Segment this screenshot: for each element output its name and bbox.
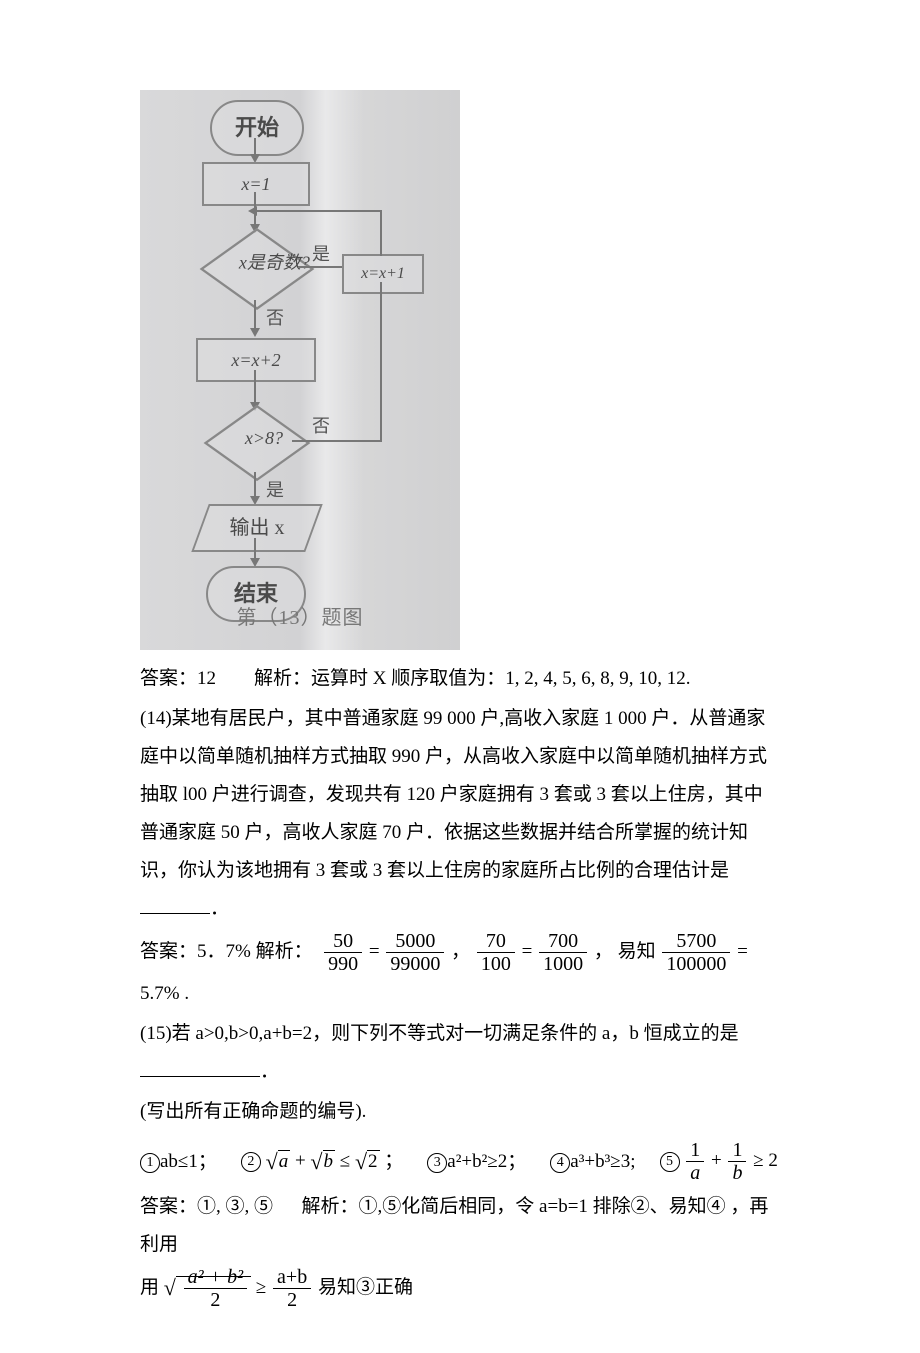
flow-decision-odd-label: x是奇数? [239, 245, 293, 281]
flow-arrow [254, 472, 256, 498]
q14-period: ． [210, 898, 229, 919]
frac-num: 50 [324, 930, 362, 953]
q13-answer: 12 [197, 668, 216, 689]
frac-den: 1000 [539, 953, 587, 975]
q15-exp2-line: 用 a² + b²2 ≥ a+b2 易知③正确 [140, 1266, 780, 1311]
flow-label-no: 否 [266, 300, 284, 336]
opt2-rad-2: 2 [367, 1150, 380, 1172]
frac-num: 5700 [662, 930, 730, 953]
flow-arrow [254, 370, 256, 404]
q14-text: (14)某地有居民户，其中普通家庭 99 000 户,高收入家庭 1 000 户… [140, 700, 780, 928]
rhs-num: a+b [273, 1266, 311, 1289]
q15-blank [140, 1057, 260, 1077]
explain-label: 解析： [256, 941, 313, 962]
flow-start: 开始 [210, 100, 304, 156]
flow-arrow [254, 538, 256, 560]
frac-num: 70 [477, 930, 515, 953]
flow-arrow [292, 440, 382, 442]
q14-frac5: 5700100000 [662, 930, 730, 975]
q15-text: (15)若 a>0,b>0,a+b=2，则下列不等式对一切满足条件的 a，b 恒… [140, 1015, 780, 1091]
opt5-tail: ≥ 2 [753, 1150, 778, 1171]
q15-bigsqrt: a² + b²2 [164, 1266, 251, 1311]
frac-den: 99000 [386, 953, 444, 975]
rad-num: a² + b² [184, 1266, 248, 1289]
opt4-text: a³+b³≥3; [570, 1151, 635, 1172]
q15-opt5: 5 1a + 1b ≥ 2 [660, 1139, 778, 1184]
flow-arrow [380, 282, 382, 442]
opt5-den1: a [686, 1162, 704, 1184]
explain-label: 解析： [302, 1196, 359, 1217]
flow-label-no2: 否 [312, 408, 330, 444]
opt5-den2: b [728, 1162, 746, 1184]
frac-den: 100000 [662, 953, 730, 975]
flowchart-caption: 第（13）题图 [140, 598, 460, 638]
flow-arrow [298, 266, 342, 268]
q15-rhs-frac: a+b2 [273, 1266, 311, 1311]
q14-frac3: 70100 [477, 930, 515, 975]
frac-num: 5000 [386, 930, 444, 953]
q15-answer-line: 答案：①, ③, ⑤ 解析：①,⑤化简后相同，令 a=b=1 排除②、易知④ ，… [140, 1188, 780, 1264]
q13-answer-line: 答案：12 解析：运算时 X 顺序取值为：1, 2, 4, 5, 6, 8, 9… [140, 660, 780, 698]
q15-opt2: 2 a + b ≤ 2 ； [241, 1140, 403, 1184]
geq: ≥ [256, 1277, 266, 1298]
q15-period: ． [260, 1061, 279, 1082]
q15-num: (15) [140, 1023, 172, 1044]
flowchart-figure: 开始 x=1 x是奇数? 是 x=x+1 否 x=x+2 x>8? 否 是 [140, 90, 460, 650]
q14-blank [140, 894, 210, 914]
opt5-num1: 1 [686, 1139, 704, 1162]
opt1-text: ab≤1； [160, 1151, 217, 1172]
flow-label-yes2: 是 [266, 472, 284, 508]
rad-den: 2 [184, 1289, 248, 1311]
q15-exp2: 易知③正确 [318, 1277, 413, 1298]
flow-decision-gt8-label: x>8? [239, 420, 289, 456]
q15-opt1: 1ab≤1； [140, 1143, 217, 1181]
flow-arrow [256, 210, 382, 212]
q14-frac1: 50990 [324, 930, 362, 975]
q13-explain: 运算时 X 顺序取值为：1, 2, 4, 5, 6, 8, 9, 10, 12. [311, 668, 690, 689]
q14-body: 某地有居民户，其中普通家庭 99 000 户,高收入家庭 1 000 户．从普通… [140, 708, 767, 881]
flow-inc1: x=x+1 [342, 254, 424, 294]
q15-note: (写出所有正确命题的编号). [140, 1093, 780, 1131]
flow-output-label: 输出 x [202, 508, 312, 548]
flow-output: 输出 x [191, 504, 322, 552]
answer-label: 答案： [140, 1196, 197, 1217]
opt2-tail: ； [384, 1150, 403, 1171]
opt3-text: a²+b²≥2； [447, 1151, 526, 1172]
flow-init: x=1 [202, 162, 310, 206]
q15-opt3: 3a²+b²≥2； [427, 1143, 526, 1181]
q15-body: 若 a>0,b>0,a+b=2，则下列不等式对一切满足条件的 a，b 恒成立的是 [172, 1023, 739, 1044]
q14-num: (14) [140, 708, 172, 729]
rhs-den: 2 [273, 1289, 311, 1311]
flow-decision-odd: x是奇数? [200, 228, 315, 310]
flow-arrow [254, 300, 256, 330]
flow-inc2: x=x+2 [196, 338, 316, 382]
q15-options: 1ab≤1； 2 a + b ≤ 2 ； 3a²+b²≥2； 4a³+b³≥3;… [140, 1139, 780, 1184]
opt2-rad-a: a [278, 1150, 291, 1172]
q14-answer-line: 答案：5．7% 解析： 50990 = 500099000 ， 70100 = … [140, 930, 780, 1013]
flow-arrowhead [248, 206, 257, 216]
flow-decision-gt8: x>8? [204, 405, 311, 481]
q15-answer: ①, ③, ⑤ [197, 1196, 273, 1217]
opt5-num2: 1 [728, 1139, 746, 1162]
frac-num: 700 [539, 930, 587, 953]
q14-answer: 5．7% [197, 941, 251, 962]
flow-arrowhead [250, 328, 260, 337]
q14-mid: ， 易知 [594, 941, 656, 962]
flow-arrow [380, 210, 382, 256]
opt2-rad-b: b [323, 1150, 336, 1172]
frac-den: 990 [324, 953, 362, 975]
answer-label: 答案： [140, 941, 197, 962]
q14-frac4: 7001000 [539, 930, 587, 975]
answer-label: 答案： [140, 668, 197, 689]
frac-den: 100 [477, 953, 515, 975]
explain-label: 解析： [254, 668, 311, 689]
q14-frac2: 500099000 [386, 930, 444, 975]
q15-opt4: 4a³+b³≥3; [550, 1143, 635, 1181]
